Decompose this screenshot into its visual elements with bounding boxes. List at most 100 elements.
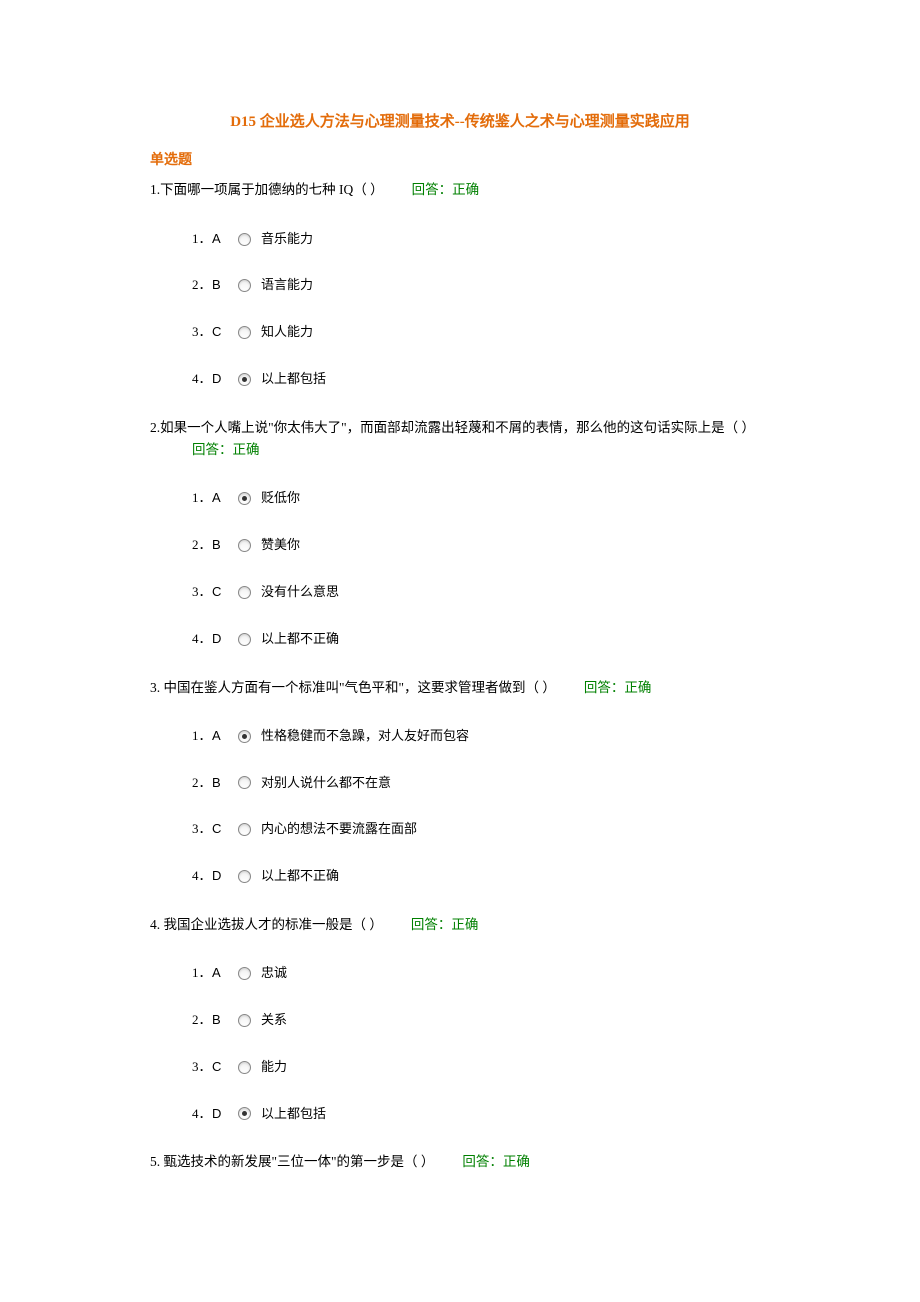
answer-status: 回答：正确 (411, 917, 479, 932)
option-text: 以上都不正确 (261, 866, 339, 887)
options-list: 1．A性格稳健而不急躁，对人友好而包容2．B对别人说什么都不在意3．C内心的想法… (192, 726, 770, 887)
option-row: 2．B赞美你 (192, 535, 770, 556)
question-text: 2.如果一个人嘴上说"你太伟大了"，而面部却流露出轻蔑和不屑的表情，那么他的这句… (150, 418, 770, 461)
option-row: 3．C 知人能力 (192, 322, 770, 343)
option-letter: B (212, 1010, 234, 1031)
radio-button[interactable] (238, 326, 251, 339)
option-row: 4．D以上都不正确 (192, 866, 770, 887)
option-row: 4．D 以上都不正确 (192, 629, 770, 650)
option-letter: B (212, 535, 234, 556)
option-letter: C (212, 1057, 234, 1078)
question-body: 我国企业选拔人才的标准一般是（ ） (160, 917, 383, 932)
option-text: 忠诚 (261, 963, 287, 984)
radio-button[interactable] (238, 776, 251, 789)
option-row: 4．D 以上都包括 (192, 1104, 770, 1125)
option-number: 4． (192, 629, 212, 650)
option-row: 2．B 关系 (192, 1010, 770, 1031)
option-row: 1．A性格稳健而不急躁，对人友好而包容 (192, 726, 770, 747)
radio-button[interactable] (238, 586, 251, 599)
option-text: 能力 (261, 1057, 287, 1078)
radio-button[interactable] (238, 233, 251, 246)
answer-status: 回答：正确 (192, 442, 260, 457)
option-letter: D (212, 369, 234, 390)
option-row: 1．A 贬低你 (192, 488, 770, 509)
question: 4. 我国企业选拔人才的标准一般是（ ） 回答：正确 1．A忠诚 2．B 关系 3．C 能力… (150, 915, 770, 1124)
option-letter: C (212, 819, 234, 840)
option-letter: B (212, 275, 234, 296)
option-number: 3． (192, 582, 212, 603)
option-text: 性格稳健而不急躁，对人友好而包容 (261, 726, 469, 747)
question-text: 4. 我国企业选拔人才的标准一般是（ ） 回答：正确 (150, 915, 770, 935)
option-letter: A (212, 726, 234, 747)
option-number: 4． (192, 1104, 212, 1125)
option-letter: A (212, 488, 234, 509)
question-number: 1. (150, 182, 160, 197)
option-number: 3． (192, 322, 212, 343)
option-text: 语言能力 (261, 275, 313, 296)
option-text: 贬低你 (261, 488, 300, 509)
radio-button[interactable] (238, 279, 251, 292)
question: 5. 甄选技术的新发展"三位一体"的第一步是（ ） 回答：正确 (150, 1152, 770, 1172)
option-number: 3． (192, 819, 212, 840)
options-list: 1．A音乐能力 2．B 语言能力 3．C 知人能力 4．D 以上都包括 (192, 229, 770, 390)
option-number: 1． (192, 229, 212, 250)
option-row: 2．B 对别人说什么都不在意 (192, 773, 770, 794)
radio-button[interactable] (238, 633, 251, 646)
option-number: 2． (192, 275, 212, 296)
radio-button[interactable] (238, 492, 251, 505)
radio-button[interactable] (238, 1061, 251, 1074)
option-number: 4． (192, 866, 212, 887)
option-text: 关系 (261, 1010, 287, 1031)
option-letter: D (212, 1104, 234, 1125)
option-text: 赞美你 (261, 535, 300, 556)
option-number: 2． (192, 1010, 212, 1031)
question: 2.如果一个人嘴上说"你太伟大了"，而面部却流露出轻蔑和不屑的表情，那么他的这句… (150, 418, 770, 650)
radio-button[interactable] (238, 870, 251, 883)
question-body: 中国在鉴人方面有一个标准叫"气色平和"，这要求管理者做到（ ） (160, 680, 556, 695)
radio-button[interactable] (238, 1014, 251, 1027)
option-text: 以上都包括 (261, 369, 326, 390)
radio-button[interactable] (238, 967, 251, 980)
option-letter: D (212, 629, 234, 650)
question-text: 3. 中国在鉴人方面有一个标准叫"气色平和"，这要求管理者做到（ ） 回答：正确 (150, 678, 770, 698)
radio-button[interactable] (238, 823, 251, 836)
question-number: 4. (150, 917, 160, 932)
option-row: 1．A音乐能力 (192, 229, 770, 250)
radio-button[interactable] (238, 730, 251, 743)
question: 1.下面哪一项属于加德纳的七种 IQ（ ）回答：正确1．A音乐能力2．B语言能力… (150, 180, 770, 389)
question: 3. 中国在鉴人方面有一个标准叫"气色平和"，这要求管理者做到（ ）回答：正确1… (150, 678, 770, 887)
question-number: 5. (150, 1154, 160, 1169)
option-letter: C (212, 322, 234, 343)
option-text: 知人能力 (261, 322, 313, 343)
section-header: 单选题 (150, 150, 770, 172)
answer-status: 回答：正确 (462, 1154, 530, 1169)
option-number: 1． (192, 488, 212, 509)
option-text: 以上都包括 (261, 1104, 326, 1125)
option-letter: C (212, 582, 234, 603)
option-row: 1．A忠诚 (192, 963, 770, 984)
question-number: 3. (150, 680, 160, 695)
option-number: 1． (192, 963, 212, 984)
answer-status: 回答：正确 (412, 182, 480, 197)
question-body: 如果一个人嘴上说"你太伟大了"，而面部却流露出轻蔑和不屑的表情，那么他的这句话实… (160, 420, 755, 435)
option-text: 没有什么意思 (261, 582, 339, 603)
option-row: 3．C 能力 (192, 1057, 770, 1078)
options-list: 1．A贬低你2．B赞美你3．C没有什么意思4．D以上都不正确 (192, 488, 770, 649)
options-list: 1．A忠诚 2．B 关系 3．C 能力 4．D 以上都包括 (192, 963, 770, 1124)
option-text: 对别人说什么都不在意 (261, 773, 391, 794)
option-number: 4． (192, 369, 212, 390)
option-letter: B (212, 773, 234, 794)
option-number: 3． (192, 1057, 212, 1078)
radio-button[interactable] (238, 1107, 251, 1120)
question-body: 甄选技术的新发展"三位一体"的第一步是（ ） (160, 1154, 434, 1169)
option-letter: A (212, 229, 234, 250)
option-row: 3．C 没有什么意思 (192, 582, 770, 603)
radio-button[interactable] (238, 539, 251, 552)
answer-status: 回答：正确 (584, 680, 652, 695)
radio-button[interactable] (238, 373, 251, 386)
question-text: 5. 甄选技术的新发展"三位一体"的第一步是（ ） 回答：正确 (150, 1152, 770, 1172)
option-number: 2． (192, 773, 212, 794)
option-text: 内心的想法不要流露在面部 (261, 819, 417, 840)
question-number: 2. (150, 420, 160, 435)
option-text: 以上都不正确 (261, 629, 339, 650)
